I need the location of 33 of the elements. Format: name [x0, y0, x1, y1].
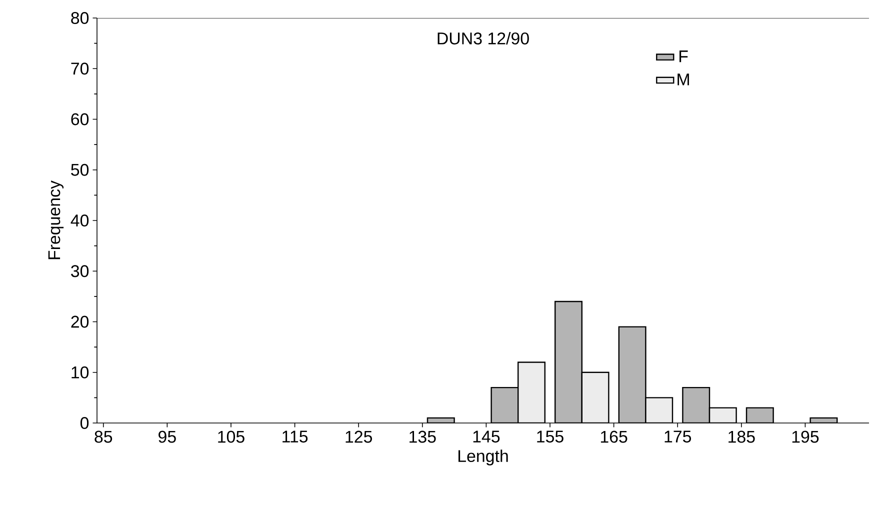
bar	[554, 300, 582, 423]
y-tick-label: 70	[71, 62, 89, 75]
x-tick-label: 145	[473, 430, 500, 443]
x-tick-label: 115	[282, 430, 308, 443]
y-tick-label: 60	[71, 113, 89, 126]
bar	[618, 326, 646, 423]
x-tick-label: 135	[410, 430, 436, 443]
x-tick-label: 185	[728, 430, 755, 443]
y-tick-label: 50	[71, 164, 89, 176]
x-tick-label: 95	[158, 430, 176, 443]
x-tick-label: 125	[346, 430, 372, 443]
y-tick-label: 30	[71, 265, 89, 278]
y-tick-label: 80	[71, 12, 89, 24]
y-tick-label: 0	[80, 417, 89, 429]
y-tick-label: 10	[72, 366, 89, 378]
x-tick-label: 175	[664, 430, 692, 443]
y-tick-label: 40	[70, 214, 89, 226]
bar	[645, 397, 674, 423]
bar	[682, 386, 710, 423]
legend-label: M	[678, 74, 689, 86]
x-tick-label: 165	[600, 430, 628, 443]
x-tick-label: 155	[537, 430, 564, 443]
y-axis-title: Frequency	[48, 180, 64, 260]
x-tick-label: 105	[218, 430, 244, 443]
bar	[490, 386, 519, 423]
text: DUN3 12/90	[438, 32, 529, 44]
bar	[518, 362, 546, 423]
x-axis-title: Length	[458, 450, 508, 466]
x-tick-label: 195	[792, 430, 819, 443]
y-tick-label: 20	[71, 316, 89, 328]
legend-label: F	[680, 50, 688, 62]
x-tick-label: 85	[94, 430, 112, 443]
bar	[581, 372, 610, 423]
